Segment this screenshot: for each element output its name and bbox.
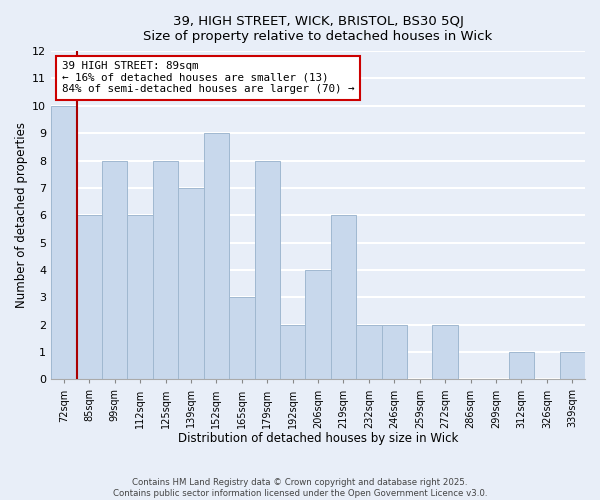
Bar xyxy=(560,352,585,380)
Bar xyxy=(229,298,254,380)
Bar xyxy=(280,324,305,380)
Bar xyxy=(102,160,127,380)
Text: Contains HM Land Registry data © Crown copyright and database right 2025.
Contai: Contains HM Land Registry data © Crown c… xyxy=(113,478,487,498)
Bar xyxy=(509,352,534,380)
Bar xyxy=(382,324,407,380)
Bar xyxy=(153,160,178,380)
X-axis label: Distribution of detached houses by size in Wick: Distribution of detached houses by size … xyxy=(178,432,458,445)
Bar xyxy=(433,324,458,380)
Y-axis label: Number of detached properties: Number of detached properties xyxy=(15,122,28,308)
Bar xyxy=(331,215,356,380)
Text: 39 HIGH STREET: 89sqm
← 16% of detached houses are smaller (13)
84% of semi-deta: 39 HIGH STREET: 89sqm ← 16% of detached … xyxy=(62,61,355,94)
Bar xyxy=(203,133,229,380)
Bar xyxy=(305,270,331,380)
Bar xyxy=(51,106,77,380)
Title: 39, HIGH STREET, WICK, BRISTOL, BS30 5QJ
Size of property relative to detached h: 39, HIGH STREET, WICK, BRISTOL, BS30 5QJ… xyxy=(143,15,493,43)
Bar xyxy=(127,215,153,380)
Bar xyxy=(356,324,382,380)
Bar xyxy=(178,188,203,380)
Bar xyxy=(77,215,102,380)
Bar xyxy=(254,160,280,380)
